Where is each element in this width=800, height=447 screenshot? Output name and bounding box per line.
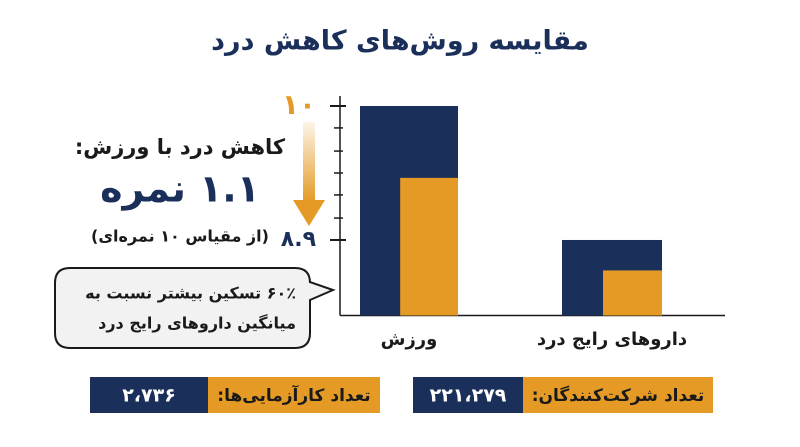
chart-title: مقایسه روش‌های کاهش درد (211, 26, 589, 57)
callout-bubble (54, 267, 336, 349)
stat-value-box (413, 377, 523, 413)
annotation-note: (از مقیاس ۱۰ نمره‌ای) (91, 227, 269, 246)
x-tick-label: ورزش (381, 329, 438, 350)
stat-label: تعداد شرکت‌کنندگان: (532, 385, 705, 406)
stat-label: تعداد کارآزمایی‌ها: (217, 384, 370, 406)
annotation-value: ۱.۱ نمره (100, 167, 260, 211)
callout-line: ۶۰٪ تسکین بیشتر نسبت به (85, 284, 296, 303)
annotation-heading: کاهش درد با ورزش: (75, 135, 286, 159)
x-tick-label: داروهای رایج درد (537, 329, 687, 350)
bar (400, 177, 458, 316)
arrow-shaft (303, 122, 315, 202)
stat-value-box (90, 377, 208, 413)
bar (603, 270, 662, 316)
stat-label-box (208, 377, 380, 413)
callout-line: میانگین داروهای رایج درد (98, 314, 296, 333)
stat-value: ۲۲۱،۲۷۹ (430, 385, 507, 407)
y-tick-label: ۱۰ (282, 88, 316, 121)
stat-label-box (523, 377, 713, 413)
arrow-head (293, 200, 325, 226)
stat-value: ۲،۷۳۶ (122, 385, 176, 407)
y-tick-label: ۸.۹ (281, 227, 316, 252)
